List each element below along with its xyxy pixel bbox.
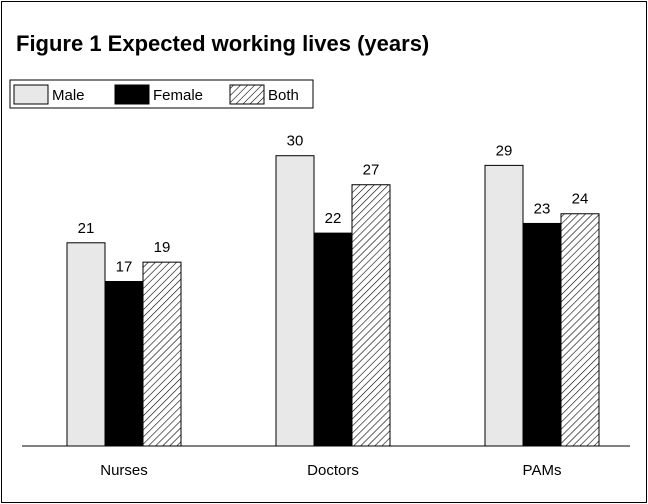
data-label: 22 — [325, 210, 342, 227]
legend-swatch — [13, 84, 49, 105]
data-label: 29 — [496, 142, 513, 159]
bar — [66, 242, 106, 447]
data-label: 27 — [363, 162, 380, 179]
bar — [560, 213, 600, 447]
bar — [142, 261, 182, 447]
x-tick-label: Nurses — [100, 462, 148, 479]
x-tick-label: PAMs — [523, 462, 562, 479]
data-label: 24 — [572, 191, 589, 208]
legend-label: Male — [52, 87, 85, 104]
x-tick-label: Doctors — [307, 462, 359, 479]
bar — [484, 164, 524, 447]
data-label: 19 — [154, 239, 171, 256]
bar — [351, 184, 391, 447]
bar — [104, 281, 144, 447]
bar — [522, 222, 562, 447]
legend-label: Both — [268, 87, 299, 104]
bar — [275, 155, 315, 447]
legend-swatch — [114, 84, 150, 105]
data-label: 23 — [534, 200, 551, 217]
legend-swatch — [229, 84, 265, 105]
data-label: 17 — [116, 258, 133, 275]
data-label: 21 — [78, 220, 95, 237]
data-label: 30 — [287, 133, 304, 150]
bar — [313, 232, 353, 447]
chart-title: Figure 1 Expected working lives (years) — [16, 31, 429, 56]
legend-label: Female — [153, 87, 203, 104]
